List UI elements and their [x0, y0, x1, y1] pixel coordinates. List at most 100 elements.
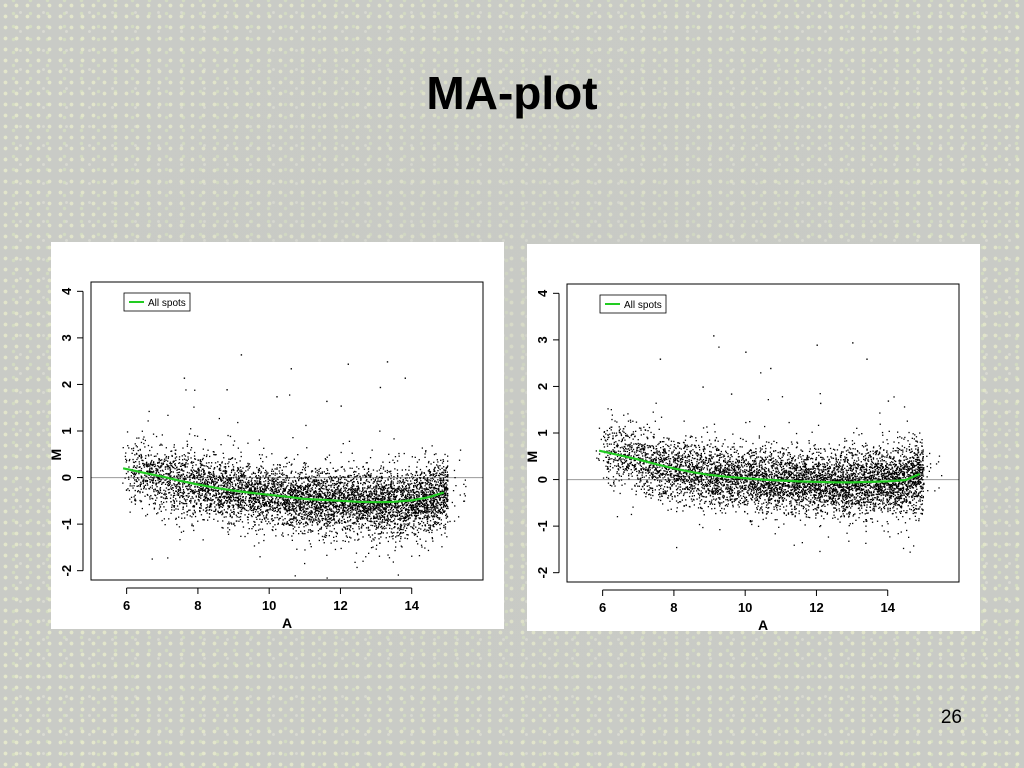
- data-point: [401, 532, 403, 534]
- data-point: [224, 483, 226, 485]
- data-point: [355, 496, 357, 498]
- data-point: [271, 485, 274, 488]
- data-point: [190, 502, 192, 504]
- data-point: [392, 538, 394, 540]
- data-point: [305, 507, 307, 510]
- data-point: [136, 458, 138, 461]
- data-point: [359, 497, 362, 499]
- data-point: [339, 490, 341, 493]
- data-point: [431, 477, 434, 479]
- data-point: [289, 493, 292, 495]
- data-point: [282, 483, 284, 485]
- data-point: [413, 506, 415, 508]
- data-point: [432, 503, 434, 505]
- data-point: [175, 498, 177, 500]
- data-point: [222, 513, 224, 515]
- data-point: [197, 498, 199, 501]
- data-point: [283, 473, 285, 476]
- data-point: [445, 486, 447, 488]
- data-point: [257, 499, 259, 501]
- data-point: [320, 495, 322, 497]
- data-point: [312, 481, 314, 483]
- data-point: [436, 488, 438, 490]
- data-point: [151, 485, 153, 487]
- data-point: [429, 482, 432, 485]
- data-point: [325, 473, 327, 475]
- data-point: [465, 485, 467, 488]
- data-point: [360, 531, 362, 533]
- data-point: [365, 527, 368, 529]
- data-point: [146, 513, 149, 516]
- data-point: [384, 495, 387, 497]
- data-point: [375, 517, 377, 519]
- data-point: [445, 487, 448, 489]
- data-point: [325, 495, 327, 497]
- data-point: [162, 478, 164, 480]
- data-point: [224, 495, 226, 497]
- data-point: [258, 482, 261, 484]
- data-point: [392, 516, 394, 518]
- data-point: [240, 472, 242, 475]
- data-point: [293, 515, 295, 518]
- data-point: [392, 459, 394, 461]
- data-point: [311, 487, 313, 489]
- data-point: [203, 519, 205, 521]
- data-point: [146, 470, 148, 472]
- data-point: [283, 498, 285, 500]
- data-point: [352, 528, 354, 530]
- data-point: [315, 484, 318, 486]
- data-point: [128, 466, 130, 468]
- data-point: [185, 495, 187, 497]
- data-point: [409, 509, 411, 511]
- data-point: [308, 496, 310, 498]
- data-point: [306, 522, 308, 524]
- data-point: [216, 482, 218, 484]
- data-point: [326, 527, 328, 529]
- data-point: [408, 506, 410, 508]
- data-point: [224, 491, 226, 494]
- data-point: [227, 506, 230, 508]
- data-point: [426, 482, 428, 484]
- data-point: [372, 510, 374, 512]
- data-point: [222, 470, 224, 472]
- data-point: [308, 495, 310, 497]
- data-point: [447, 492, 449, 495]
- data-point: [429, 526, 431, 528]
- data-point: [282, 474, 284, 476]
- data-point: [225, 466, 227, 468]
- data-point: [362, 503, 365, 505]
- data-point: [424, 456, 426, 458]
- data-point: [186, 474, 188, 477]
- data-point: [276, 505, 278, 507]
- data-point: [260, 471, 262, 473]
- data-point: [421, 502, 424, 504]
- data-point: [433, 499, 435, 502]
- data-point: [308, 480, 310, 482]
- data-point: [146, 493, 148, 496]
- data-point: [175, 508, 177, 510]
- data-point: [281, 482, 283, 485]
- data-point: [428, 494, 430, 496]
- data-point: [164, 494, 166, 496]
- data-point: [192, 474, 195, 476]
- data-point: [220, 465, 222, 467]
- data-point: [392, 535, 394, 537]
- data-point: [378, 512, 380, 514]
- data-point: [266, 505, 268, 507]
- data-point: [446, 484, 448, 486]
- data-point: [361, 506, 363, 508]
- data-point: [418, 523, 420, 526]
- data-point: [335, 521, 337, 523]
- data-point: [345, 484, 347, 486]
- data-point: [323, 494, 326, 496]
- data-point: [315, 500, 317, 502]
- data-point: [344, 476, 346, 478]
- data-point: [418, 481, 421, 484]
- data-point: [386, 515, 388, 517]
- data-point: [231, 500, 233, 502]
- data-point: [213, 475, 215, 477]
- data-point: [335, 483, 338, 485]
- data-point: [250, 498, 253, 500]
- data-point: [344, 487, 347, 489]
- data-point: [376, 515, 379, 517]
